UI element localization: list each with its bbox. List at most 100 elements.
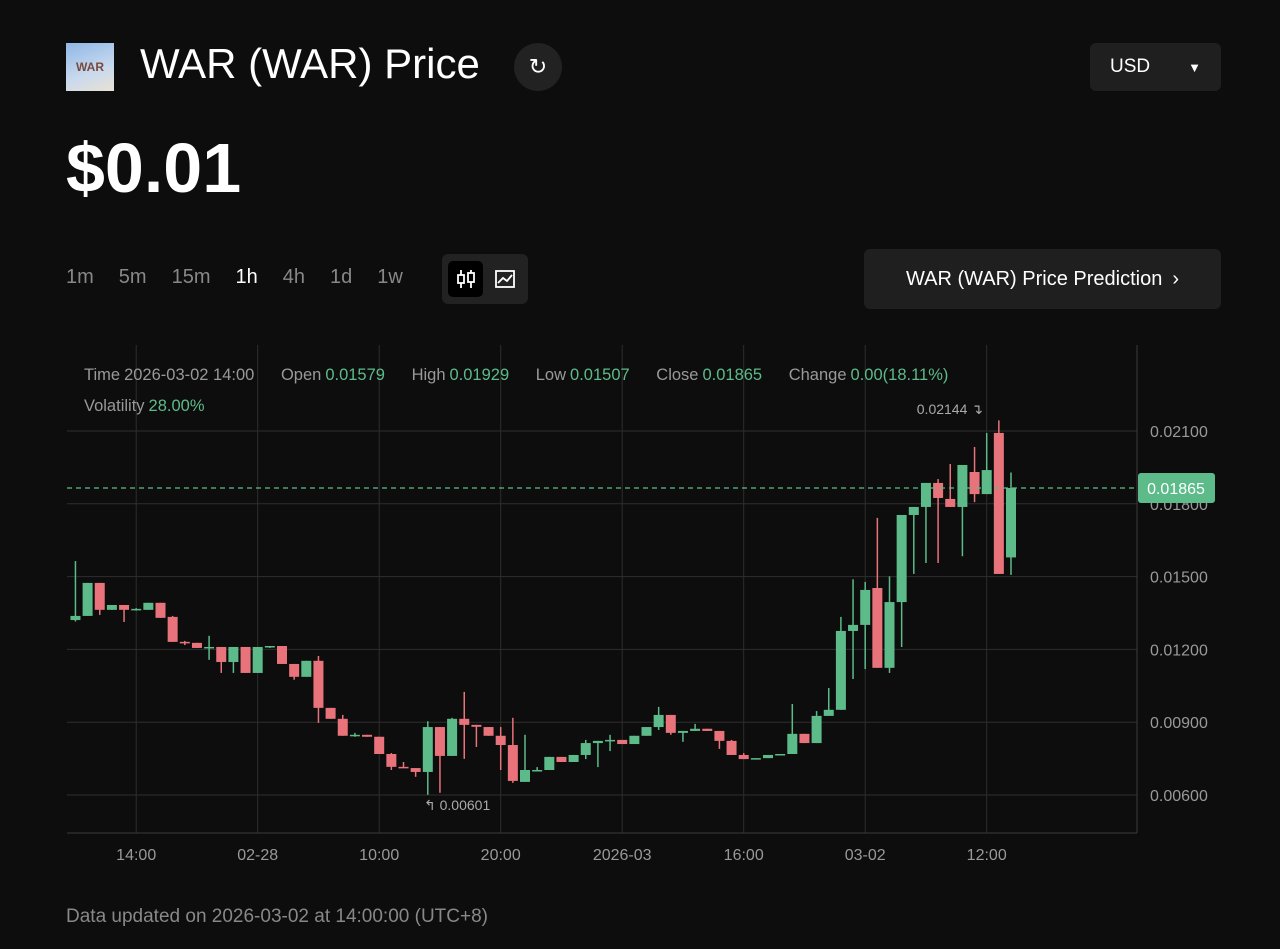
current-price-label: 0.01865 xyxy=(1147,481,1205,498)
candle-body xyxy=(82,582,93,616)
candle-body xyxy=(289,663,300,677)
candle-body xyxy=(70,615,81,621)
info-high: High 0.01929 xyxy=(411,366,510,384)
candle-body xyxy=(1006,488,1016,558)
candle-body xyxy=(374,736,385,754)
candle-body xyxy=(471,724,482,727)
x-tick-label: 16:00 xyxy=(724,847,764,864)
candle-body xyxy=(580,743,591,755)
candle-body xyxy=(252,646,263,673)
current-price-tag xyxy=(1138,473,1215,504)
candle-body xyxy=(155,602,166,618)
candle-body xyxy=(811,715,822,744)
candle-body xyxy=(568,754,579,762)
candle-body xyxy=(908,506,919,515)
line-chart-icon xyxy=(494,270,515,288)
refresh-icon: ↻ xyxy=(528,54,548,79)
min-price-label: ↰ 0.00601 xyxy=(424,797,490,813)
tab-15m[interactable]: 15m xyxy=(171,266,211,288)
candle-body xyxy=(349,734,360,737)
candle-body xyxy=(714,730,725,741)
candle-body xyxy=(204,646,215,649)
candle-body xyxy=(277,646,287,664)
candle-body xyxy=(495,735,506,746)
candle-body xyxy=(605,739,616,742)
x-tick-label: 14:00 xyxy=(116,847,156,864)
candle-body xyxy=(920,482,931,507)
info-volatility: Volatility 28.00% xyxy=(84,397,205,415)
tab-4h[interactable]: 4h xyxy=(282,266,305,288)
candle-body xyxy=(507,745,518,781)
candle-body xyxy=(933,482,944,498)
candlestick-icon xyxy=(456,270,475,288)
candle-body xyxy=(544,756,555,771)
candle-body xyxy=(690,728,701,731)
candle-body xyxy=(799,733,810,744)
candle-body xyxy=(981,470,992,495)
candle-body xyxy=(750,758,761,760)
candle-body xyxy=(179,641,190,644)
line-chart-button[interactable] xyxy=(487,261,522,297)
candle-body xyxy=(653,714,664,728)
candle-body xyxy=(787,733,798,754)
candle-body xyxy=(398,766,409,769)
candle-body xyxy=(337,718,348,736)
current-price: $0.01 xyxy=(66,129,242,207)
candle-body xyxy=(860,589,871,625)
max-price-label: 0.02144 ↴ xyxy=(917,401,983,417)
candlestick-button[interactable] xyxy=(448,261,483,297)
candle-body xyxy=(726,740,737,755)
tab-1d[interactable]: 1d xyxy=(330,266,353,288)
prediction-label: WAR (WAR) Price Prediction xyxy=(906,267,1163,290)
candle-body xyxy=(896,514,907,603)
x-tick-label: 2026-03 xyxy=(593,847,652,864)
candle-body xyxy=(957,464,968,507)
candle-body xyxy=(301,660,312,677)
candle-body xyxy=(386,753,397,767)
y-tick-label: 0.01500 xyxy=(1150,570,1208,587)
info-time: Time 2026-03-02 14:00 xyxy=(84,366,255,384)
candle-body xyxy=(884,602,895,668)
candle-body xyxy=(835,630,846,710)
candle-body xyxy=(434,727,445,756)
candle-body xyxy=(459,718,470,725)
candle-body xyxy=(945,498,956,507)
y-tick-label: 0.00600 xyxy=(1150,788,1208,805)
candle-body xyxy=(119,604,130,610)
candle-body xyxy=(422,727,433,772)
refresh-button[interactable]: ↻ xyxy=(514,43,562,91)
logo-text: WAR xyxy=(76,60,104,74)
candle-body xyxy=(629,735,640,745)
candle-body xyxy=(240,646,251,673)
candle-body xyxy=(362,734,373,737)
tab-1w[interactable]: 1w xyxy=(377,266,403,288)
y-tick-label: 0.00900 xyxy=(1150,715,1208,732)
info-close: Close 0.01865 xyxy=(656,366,763,384)
candle-body xyxy=(848,624,859,631)
coin-logo: WAR xyxy=(66,43,114,91)
x-tick-label: 10:00 xyxy=(359,847,399,864)
candle-body xyxy=(872,588,883,668)
x-tick-label: 03-02 xyxy=(845,847,886,864)
candle-body xyxy=(264,646,275,648)
tab-1m[interactable]: 1m xyxy=(66,266,94,288)
price-prediction-button[interactable]: WAR (WAR) Price Prediction › xyxy=(864,249,1221,309)
candle-body xyxy=(702,728,713,731)
ohlc-info: Time 2026-03-02 14:00 Open 0.01579 High 0.0… xyxy=(84,360,970,422)
candle-body xyxy=(665,714,676,733)
x-tick-label: 12:00 xyxy=(967,847,1007,864)
candle-body xyxy=(325,707,336,719)
candle-body xyxy=(167,616,178,642)
data-updated-note: Data updated on 2026-03-02 at 14:00:00 (… xyxy=(66,906,488,927)
candle-body xyxy=(775,753,786,756)
currency-select[interactable]: USD ▼ xyxy=(1090,43,1221,91)
candle-body xyxy=(143,602,154,610)
candle-body xyxy=(228,646,239,663)
candle-body xyxy=(520,770,530,782)
candle-body xyxy=(641,727,652,736)
tab-1h[interactable]: 1h xyxy=(235,266,258,288)
tab-5m[interactable]: 5m xyxy=(118,266,147,288)
info-low: Low 0.01507 xyxy=(535,366,630,384)
candle-body xyxy=(617,739,628,745)
